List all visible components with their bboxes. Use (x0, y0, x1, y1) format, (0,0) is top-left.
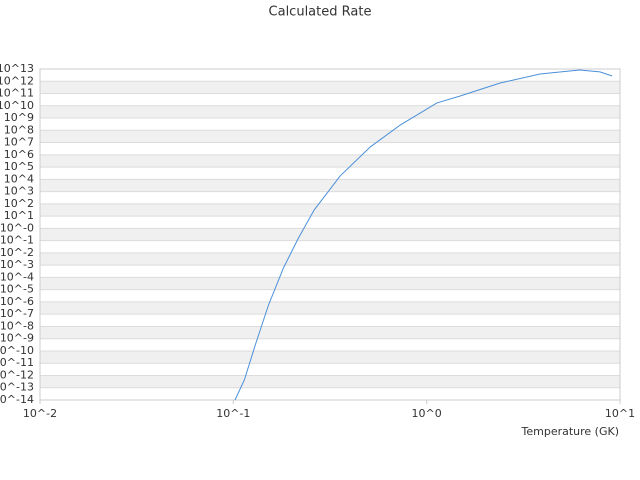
y-tick-label: 10^2 (4, 197, 34, 210)
grid-band (40, 228, 620, 241)
grid-band (40, 252, 620, 266)
y-tick-label: 10^5 (4, 160, 34, 173)
y-tick-label: 10^-9 (0, 332, 34, 345)
y-tick-label: 10^-6 (0, 295, 34, 308)
grid-band (40, 130, 620, 143)
y-tick-label: 10^-8 (0, 319, 34, 332)
y-tick-label: 10^1 (4, 209, 34, 222)
y-tick-label: 10^-12 (0, 368, 34, 381)
grid-band (40, 301, 620, 315)
x-tick-label: 10^1 (605, 407, 635, 420)
y-tick-label: 10^-13 (0, 381, 34, 394)
y-tick-label: 10^-7 (0, 307, 34, 320)
x-tick-label: 10^-2 (23, 407, 57, 420)
y-tick-label: 10^12 (0, 74, 34, 87)
grid-band (40, 105, 620, 119)
y-tick-label: 10^10 (0, 99, 34, 112)
y-tick-label: 10^9 (4, 111, 34, 124)
x-tick-label: 10^0 (412, 407, 442, 420)
grid-band (40, 203, 620, 217)
grid-band (40, 179, 620, 192)
y-tick-label: 10^7 (4, 136, 34, 149)
y-tick-label: 10^-4 (0, 270, 34, 283)
y-tick-label: 10^11 (0, 87, 34, 100)
grid-band (40, 81, 620, 94)
chart-title: Calculated Rate (269, 5, 372, 20)
y-tick-label: 10^-3 (0, 258, 34, 271)
plot-frame (39, 68, 621, 401)
y-tick-label: 10^-2 (0, 246, 34, 259)
y-tick-label: 10^-1 (0, 234, 34, 247)
x-axis-label: Temperature (GK) (521, 425, 620, 438)
y-tick-label: 10^13 (0, 62, 34, 75)
grid-band (40, 277, 620, 290)
y-tick-label: 10^-5 (0, 283, 34, 296)
y-tick-label: 10^3 (4, 185, 34, 198)
grid-band (40, 375, 620, 388)
y-tick-label: 10^-0 (0, 221, 34, 234)
y-tick-label: 10^-14 (0, 393, 34, 406)
grid-band (40, 350, 620, 364)
grid-band (40, 154, 620, 168)
y-tick-label: 10^-10 (0, 344, 34, 357)
y-tick-label: 10^8 (4, 123, 34, 136)
x-tick-label: 10^-1 (216, 407, 250, 420)
data-line (234, 69, 613, 401)
y-tick-label: 10^4 (4, 172, 34, 185)
grid-band (40, 326, 620, 339)
y-tick-label: 10^6 (4, 148, 34, 161)
y-tick-label: 10^-11 (0, 356, 34, 369)
